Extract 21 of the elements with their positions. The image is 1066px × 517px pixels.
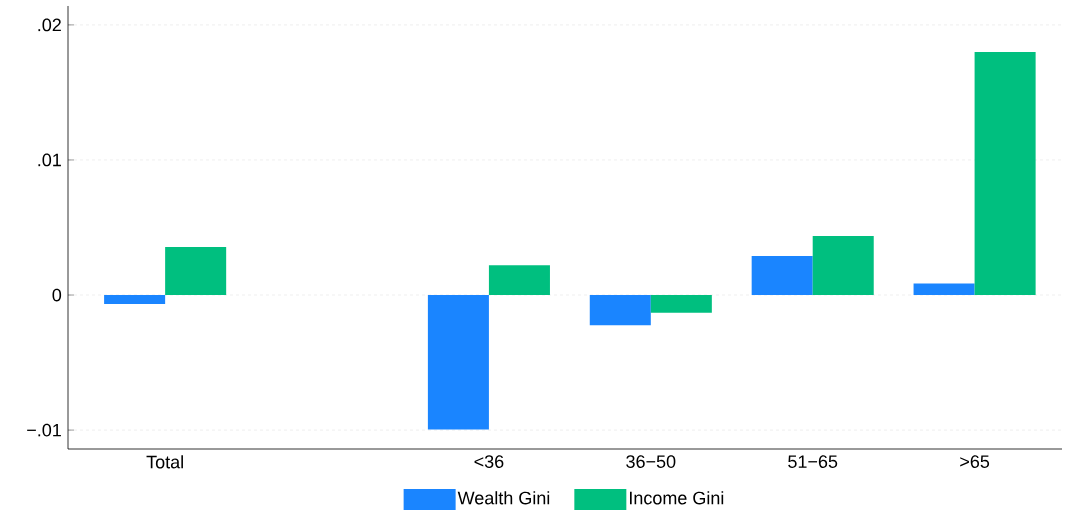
bar (751, 255, 813, 296)
legend-label: Income Gini (630, 491, 724, 505)
x-tick-label: 51−65 (788, 455, 838, 468)
bar (427, 295, 489, 430)
y-tick-label: .02 (38, 18, 61, 32)
y-tick-label: −.01 (27, 423, 61, 437)
bar (488, 265, 550, 296)
legend-label: Wealth Gini (457, 491, 550, 505)
y-tick-label: 0 (52, 288, 62, 302)
x-tick-label: <36 (474, 455, 504, 468)
bar (974, 51, 1036, 296)
x-tick-label: Total (146, 455, 183, 469)
bar (812, 236, 874, 296)
bar (104, 295, 166, 304)
bar (913, 283, 975, 296)
bar (165, 247, 227, 296)
x-tick-label: >65 (960, 455, 990, 468)
y-tick-label: .01 (38, 153, 61, 167)
bar (650, 295, 712, 313)
x-tick-label: 36−50 (626, 455, 676, 468)
bar (589, 295, 651, 326)
